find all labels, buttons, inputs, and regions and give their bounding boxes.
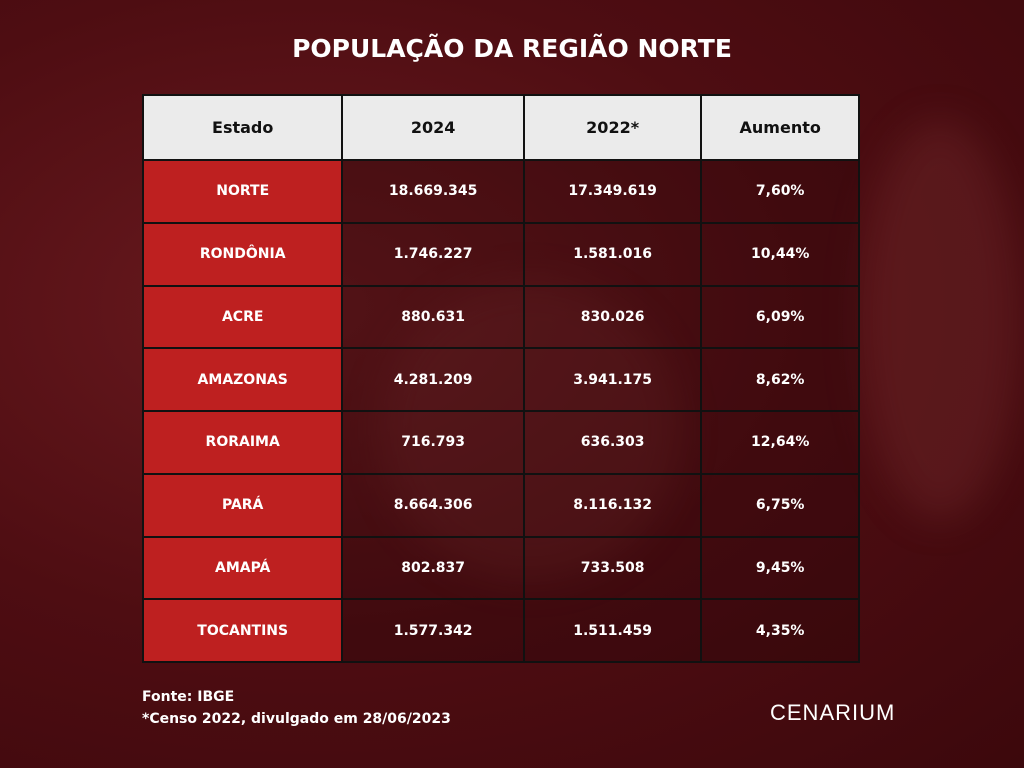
increase-cell: 4,35% [700,598,860,663]
table-row: AMAZONAS 4.281.209 3.941.175 8,62% [141,347,860,412]
table-row: AMAPÁ 802.837 733.508 9,45% [141,535,860,601]
state-cell: AMAPÁ [141,535,344,601]
state-cell: RONDÔNIA [141,221,344,287]
pop-2024-cell: 4.281.209 [341,347,525,412]
increase-cell: 6,75% [700,472,860,538]
table-row: NORTE 18.669.345 17.349.619 7,60% [141,159,860,224]
column-header: Estado [141,94,344,161]
state-cell: AMAZONAS [141,347,344,412]
increase-cell: 6,09% [700,284,860,350]
column-header: 2022* [522,94,703,161]
pop-2024-cell: 802.837 [341,535,525,601]
pop-2024-cell: 1.577.342 [341,598,525,663]
background-photo [860,120,1020,520]
increase-cell: 8,62% [700,347,860,412]
pop-2024-cell: 18.669.345 [341,159,525,224]
source-note: Fonte: IBGE [142,689,235,705]
state-cell: PARÁ [141,472,344,538]
pop-2022-cell: 8.116.132 [522,472,703,538]
pop-2022-cell: 636.303 [522,410,703,475]
state-cell: TOCANTINS [141,598,344,663]
state-cell: RORAIMA [141,410,344,475]
column-header: 2024 [341,94,525,161]
pop-2022-cell: 1.581.016 [522,221,703,287]
state-cell: ACRE [141,284,344,350]
pop-2024-cell: 8.664.306 [341,472,525,538]
pop-2024-cell: 880.631 [341,284,525,350]
table-row: PARÁ 8.664.306 8.116.132 6,75% [141,472,860,538]
table-row: TOCANTINS 1.577.342 1.511.459 4,35% [141,598,860,663]
pop-2022-cell: 830.026 [522,284,703,350]
table-row: RORAIMA 716.793 636.303 12,64% [141,410,860,475]
cenarium-logo: CENARIUM [770,700,896,725]
pop-2024-cell: 716.793 [341,410,525,475]
pop-2024-cell: 1.746.227 [341,221,525,287]
pop-2022-cell: 1.511.459 [522,598,703,663]
increase-cell: 12,64% [700,410,860,475]
column-header: Aumento [700,94,860,161]
state-cell: NORTE [141,159,344,224]
population-table: Estado 2024 2022* Aumento NORTE 18.669.34… [141,94,860,663]
pop-2022-cell: 733.508 [522,535,703,601]
table-row: RONDÔNIA 1.746.227 1.581.016 10,44% [141,221,860,287]
increase-cell: 10,44% [700,221,860,287]
page-title: POPULAÇÃO DA REGIÃO NORTE [292,34,732,63]
census-note: *Censo 2022, divulgado em 28/06/2023 [142,711,451,727]
increase-cell: 7,60% [700,159,860,224]
pop-2022-cell: 17.349.619 [522,159,703,224]
increase-cell: 9,45% [700,535,860,601]
table-row: ACRE 880.631 830.026 6,09% [141,284,860,350]
pop-2022-cell: 3.941.175 [522,347,703,412]
table-header-row: Estado 2024 2022* Aumento [141,94,860,161]
